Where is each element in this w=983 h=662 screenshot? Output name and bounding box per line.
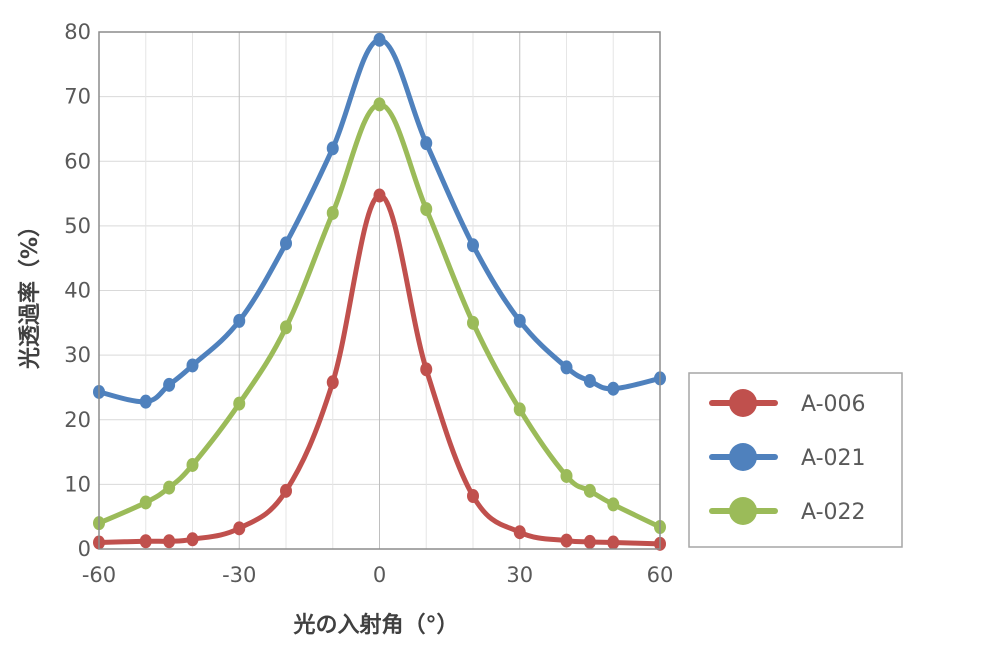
y-tick-label: 20 (64, 408, 91, 432)
data-point (233, 396, 246, 411)
data-point (233, 521, 246, 536)
x-axis-title: 光の入射角（°） (292, 612, 458, 638)
legend-marker (729, 389, 757, 417)
data-point (513, 402, 526, 417)
y-tick-label: 0 (78, 537, 91, 561)
data-point (513, 313, 526, 328)
data-point (326, 141, 339, 156)
data-point (280, 483, 292, 498)
legend-label: A-022 (801, 500, 866, 525)
data-point (560, 360, 573, 375)
y-axis-title: 光透過率（%） (17, 215, 43, 370)
series-layer (93, 32, 666, 551)
legend-marker (729, 497, 757, 525)
data-point (326, 375, 339, 390)
data-point (280, 236, 292, 251)
data-point (186, 358, 199, 373)
x-tick-label: 0 (373, 563, 386, 587)
data-point (420, 362, 433, 377)
data-point (139, 495, 152, 510)
data-point (326, 205, 339, 220)
data-point (560, 533, 573, 548)
legend-marker (729, 443, 757, 471)
data-point (420, 136, 433, 151)
data-point (373, 188, 386, 203)
legend-label: A-021 (801, 446, 866, 471)
x-tick-label: 30 (506, 563, 533, 587)
y-tick-label: 30 (64, 343, 91, 367)
data-point (467, 315, 479, 330)
data-point (233, 313, 246, 328)
legend: A-006 A-021 A-022 (688, 372, 903, 548)
data-point (583, 534, 596, 549)
y-tick-label: 80 (64, 20, 91, 44)
y-tick-label: 70 (64, 85, 91, 109)
data-point (280, 320, 292, 335)
y-tick-label: 10 (64, 472, 91, 496)
data-point (467, 489, 479, 504)
data-point (560, 468, 573, 483)
data-point (373, 97, 386, 112)
legend-label: A-006 (801, 392, 866, 417)
data-point (513, 525, 526, 540)
data-point (139, 394, 152, 409)
data-point (467, 238, 479, 253)
axis-layer: 0 10 20 30 40 50 60 70 80 -60 -30 0 30 60 (64, 20, 673, 587)
data-point (583, 373, 596, 388)
y-tick-label: 40 (64, 279, 91, 303)
grid-layer (99, 31, 660, 549)
data-point (607, 381, 620, 396)
data-point (186, 532, 199, 547)
plot-area-border (98, 31, 661, 550)
data-point (583, 483, 596, 498)
data-point (186, 457, 199, 472)
y-tick-label: 60 (64, 149, 91, 173)
data-point (139, 534, 152, 549)
data-point (420, 202, 433, 217)
data-point (163, 377, 176, 392)
data-point (373, 32, 386, 47)
x-tick-label: 60 (647, 563, 674, 587)
data-point (163, 480, 176, 495)
x-tick-label: -30 (222, 563, 256, 587)
y-tick-label: 50 (64, 214, 91, 238)
data-point (607, 497, 620, 512)
data-point (163, 534, 176, 549)
data-point (607, 535, 620, 550)
x-tick-label: -60 (82, 563, 116, 587)
